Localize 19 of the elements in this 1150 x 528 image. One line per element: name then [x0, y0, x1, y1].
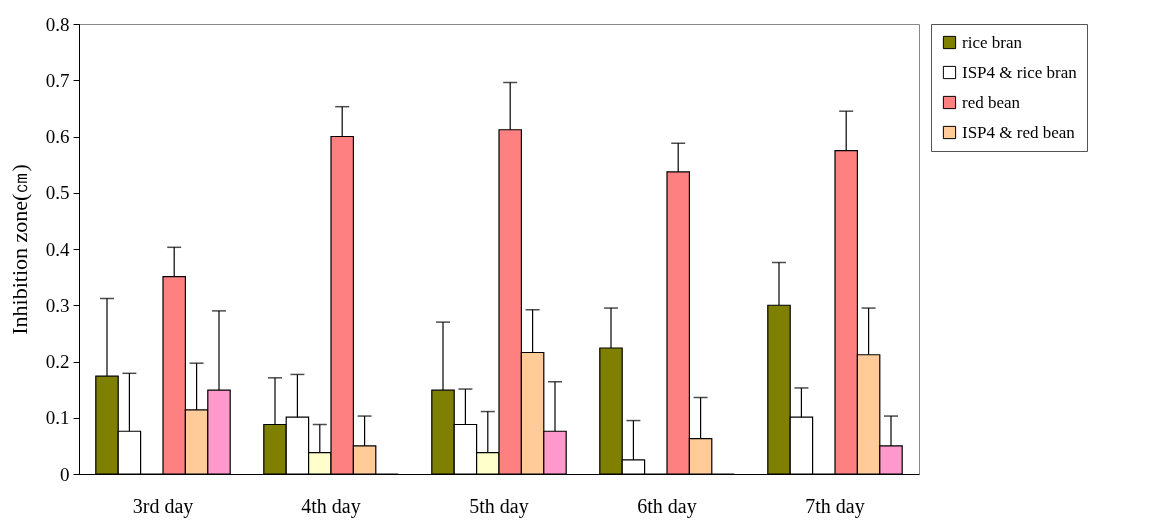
y-tick-label: 0.2 [45, 351, 70, 372]
legend-label: ISP4 & rice bran [962, 62, 1078, 82]
legend-label: ISP4 & red bean [962, 122, 1076, 142]
legend-label: rice bran [962, 32, 1023, 52]
x-tick-label: 3rd day [132, 494, 194, 518]
legend-label: red bean [962, 92, 1021, 112]
y-tick-label: 0.3 [45, 294, 70, 316]
y-axis-title: Inhibition zone(㎝) [6, 164, 32, 335]
y-tick-label: 0.6 [45, 126, 70, 147]
x-tick-label: 5th day [469, 494, 529, 518]
y-tick-label: 0.1 [45, 407, 70, 429]
x-tick-label: 4th day [301, 494, 361, 518]
y-tick-label: 0.4 [45, 238, 70, 260]
x-tick-label: 7th day [805, 494, 865, 518]
y-tick-label: 0.8 [45, 13, 70, 35]
y-tick-label: 0.7 [45, 69, 70, 91]
y-tick-label: 0.5 [45, 182, 70, 204]
x-tick-label: 6th day [637, 494, 697, 518]
y-tick-label: 0 [60, 463, 70, 485]
